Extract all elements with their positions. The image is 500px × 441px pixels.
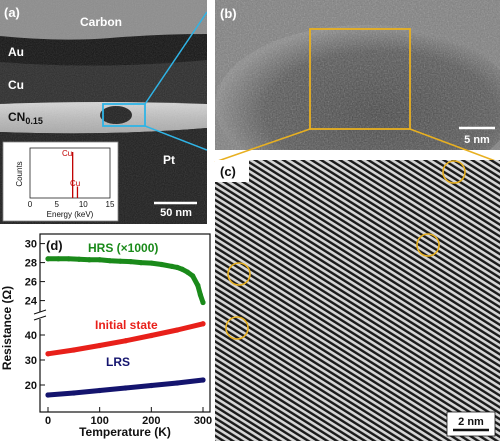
series-2-point-1 xyxy=(71,390,77,396)
lattice-fringe-panel: (c) 2 nm xyxy=(215,160,500,441)
series-0-point-13 xyxy=(174,264,180,270)
series-1-point-4 xyxy=(148,332,154,339)
chart-xlabel: Temperature (K) xyxy=(79,425,171,439)
lattice-fringes xyxy=(215,160,500,441)
axis-break-mark-1 xyxy=(33,309,47,315)
dislocation-marker-2 xyxy=(416,233,440,257)
dislocation-marker-4 xyxy=(225,316,249,340)
zoom-connector-top xyxy=(144,11,207,105)
carbon-label: Carbon xyxy=(80,15,122,29)
scalebar-b-label: 5 nm xyxy=(464,134,490,146)
axis-break-gap xyxy=(36,312,46,319)
series-2-point-4 xyxy=(148,382,154,389)
series-0-point-8 xyxy=(128,259,134,265)
xtick-label-0: 0 xyxy=(45,415,51,427)
ytick-upper-label-2: 26 xyxy=(25,277,37,289)
scalebar-c-label: 2 nm xyxy=(458,416,484,428)
series-0-point-17 xyxy=(195,282,201,288)
eds-xtick-1: 5 xyxy=(54,200,59,209)
series-0-point-6 xyxy=(107,258,113,264)
series-2-point-5 xyxy=(174,380,180,386)
panel-d-label: (d) xyxy=(46,238,63,253)
series-0-point-7 xyxy=(117,258,123,264)
eds-xtick-3: 15 xyxy=(106,200,115,209)
ytick-upper-label-3: 24 xyxy=(25,296,38,308)
series-0-point-18 xyxy=(197,292,204,298)
resistance-chart-panel: 30 28 26 24 40 30 20 0 100 200 300 (d) HRS (×100… xyxy=(0,228,215,441)
series-line-0 xyxy=(45,256,206,305)
hrtem-panel: (b) 5 nm xyxy=(215,0,500,150)
ytick-lower-label-0: 40 xyxy=(25,330,37,342)
scalebar-c-bg xyxy=(446,411,496,437)
scalebar-a-label: 50 nm xyxy=(160,207,192,219)
series-0-point-12 xyxy=(169,263,175,269)
panel-a-label: (a) xyxy=(4,5,20,20)
chart-ylabel: Resistance (Ω) xyxy=(0,286,14,370)
panel-b-label: (b) xyxy=(220,6,237,21)
series-1-point-3 xyxy=(122,338,129,344)
series-0-point-14 xyxy=(179,266,185,272)
ytick-upper-label-0: 30 xyxy=(25,239,37,251)
cu-label: Cu xyxy=(8,78,24,92)
series-0-point-9 xyxy=(138,260,144,266)
series-2-point-6 xyxy=(200,377,206,383)
eds-inset: Counts 0 5 10 15 Energy (keV) Cu Cu xyxy=(2,141,119,222)
series-1-point-5 xyxy=(174,327,180,333)
xtick-label-3: 300 xyxy=(194,415,212,427)
eds-xlabel: Energy (keV) xyxy=(47,210,94,219)
dislocation-marker-3 xyxy=(227,262,251,286)
fft-region-box xyxy=(309,28,411,130)
tem-cross-section-panel: (a) Carbon Au Cu CN0.15 Pt 50 nm Counts … xyxy=(0,0,207,224)
series-1-point-0 xyxy=(45,351,51,357)
zoom-box xyxy=(102,103,146,127)
eds-ylabel: Counts xyxy=(15,161,24,186)
series-label-initial: Initial state xyxy=(95,318,158,332)
series-2-point-3 xyxy=(122,385,129,391)
hrtem-noise xyxy=(215,0,500,150)
series-0-point-4 xyxy=(86,257,92,263)
resistance-chart: 30 28 26 24 40 30 20 0 100 200 300 (d) HRS (×100… xyxy=(0,233,212,439)
eds-xtick-2: 10 xyxy=(79,200,88,209)
series-0-point-1 xyxy=(55,256,61,262)
xtick-label-1: 100 xyxy=(90,415,108,427)
series-label-hrs: HRS (×1000) xyxy=(88,241,158,255)
series-0-point-10 xyxy=(148,260,154,266)
panel-c-label-bg xyxy=(215,160,249,182)
eds-peak-label-1: Cu xyxy=(62,149,72,158)
tem-cross-section-image: (a) Carbon Au Cu CN0.15 Pt 50 nm Counts … xyxy=(0,0,207,224)
zoom-connector-bottom xyxy=(144,125,207,151)
panel-c-label: (c) xyxy=(220,164,236,179)
ytick-lower-label-2: 20 xyxy=(25,380,37,392)
series-2-point-0 xyxy=(45,392,51,398)
cn-label: CN0.15 xyxy=(8,110,43,126)
series-0-point-19 xyxy=(200,299,206,306)
xtick-label-2: 200 xyxy=(142,415,160,427)
series-0-point-15 xyxy=(184,269,191,275)
series-1-point-1 xyxy=(71,347,77,353)
series-0-point-0 xyxy=(45,256,51,262)
series-label-lrs: LRS xyxy=(106,355,130,369)
series-1-point-2 xyxy=(97,342,103,349)
series-2-point-2 xyxy=(97,387,103,394)
series-1-point-6 xyxy=(200,321,206,327)
lattice-fringe-image: (c) 2 nm xyxy=(215,160,500,441)
ytick-lower-label-1: 30 xyxy=(25,355,37,367)
dislocation-marker-1 xyxy=(442,160,466,184)
series-0-point-5 xyxy=(97,257,103,263)
pt-label: Pt xyxy=(163,153,175,167)
au-label: Au xyxy=(8,45,24,59)
series-0-point-11 xyxy=(159,261,165,268)
eds-peak-label-2: Cu xyxy=(70,179,80,188)
chart-frame xyxy=(39,233,211,413)
ytick-upper-label-1: 28 xyxy=(25,258,37,270)
series-0-point-16 xyxy=(190,273,196,279)
axis-break-mark-2 xyxy=(33,315,47,321)
eds-xtick-0: 0 xyxy=(28,200,33,209)
eds-inset-background xyxy=(2,141,119,222)
eds-plot-frame xyxy=(29,147,111,199)
hrtem-image: (b) 5 nm xyxy=(215,0,500,150)
series-0-point-3 xyxy=(76,256,82,262)
series-0-point-2 xyxy=(66,256,72,262)
